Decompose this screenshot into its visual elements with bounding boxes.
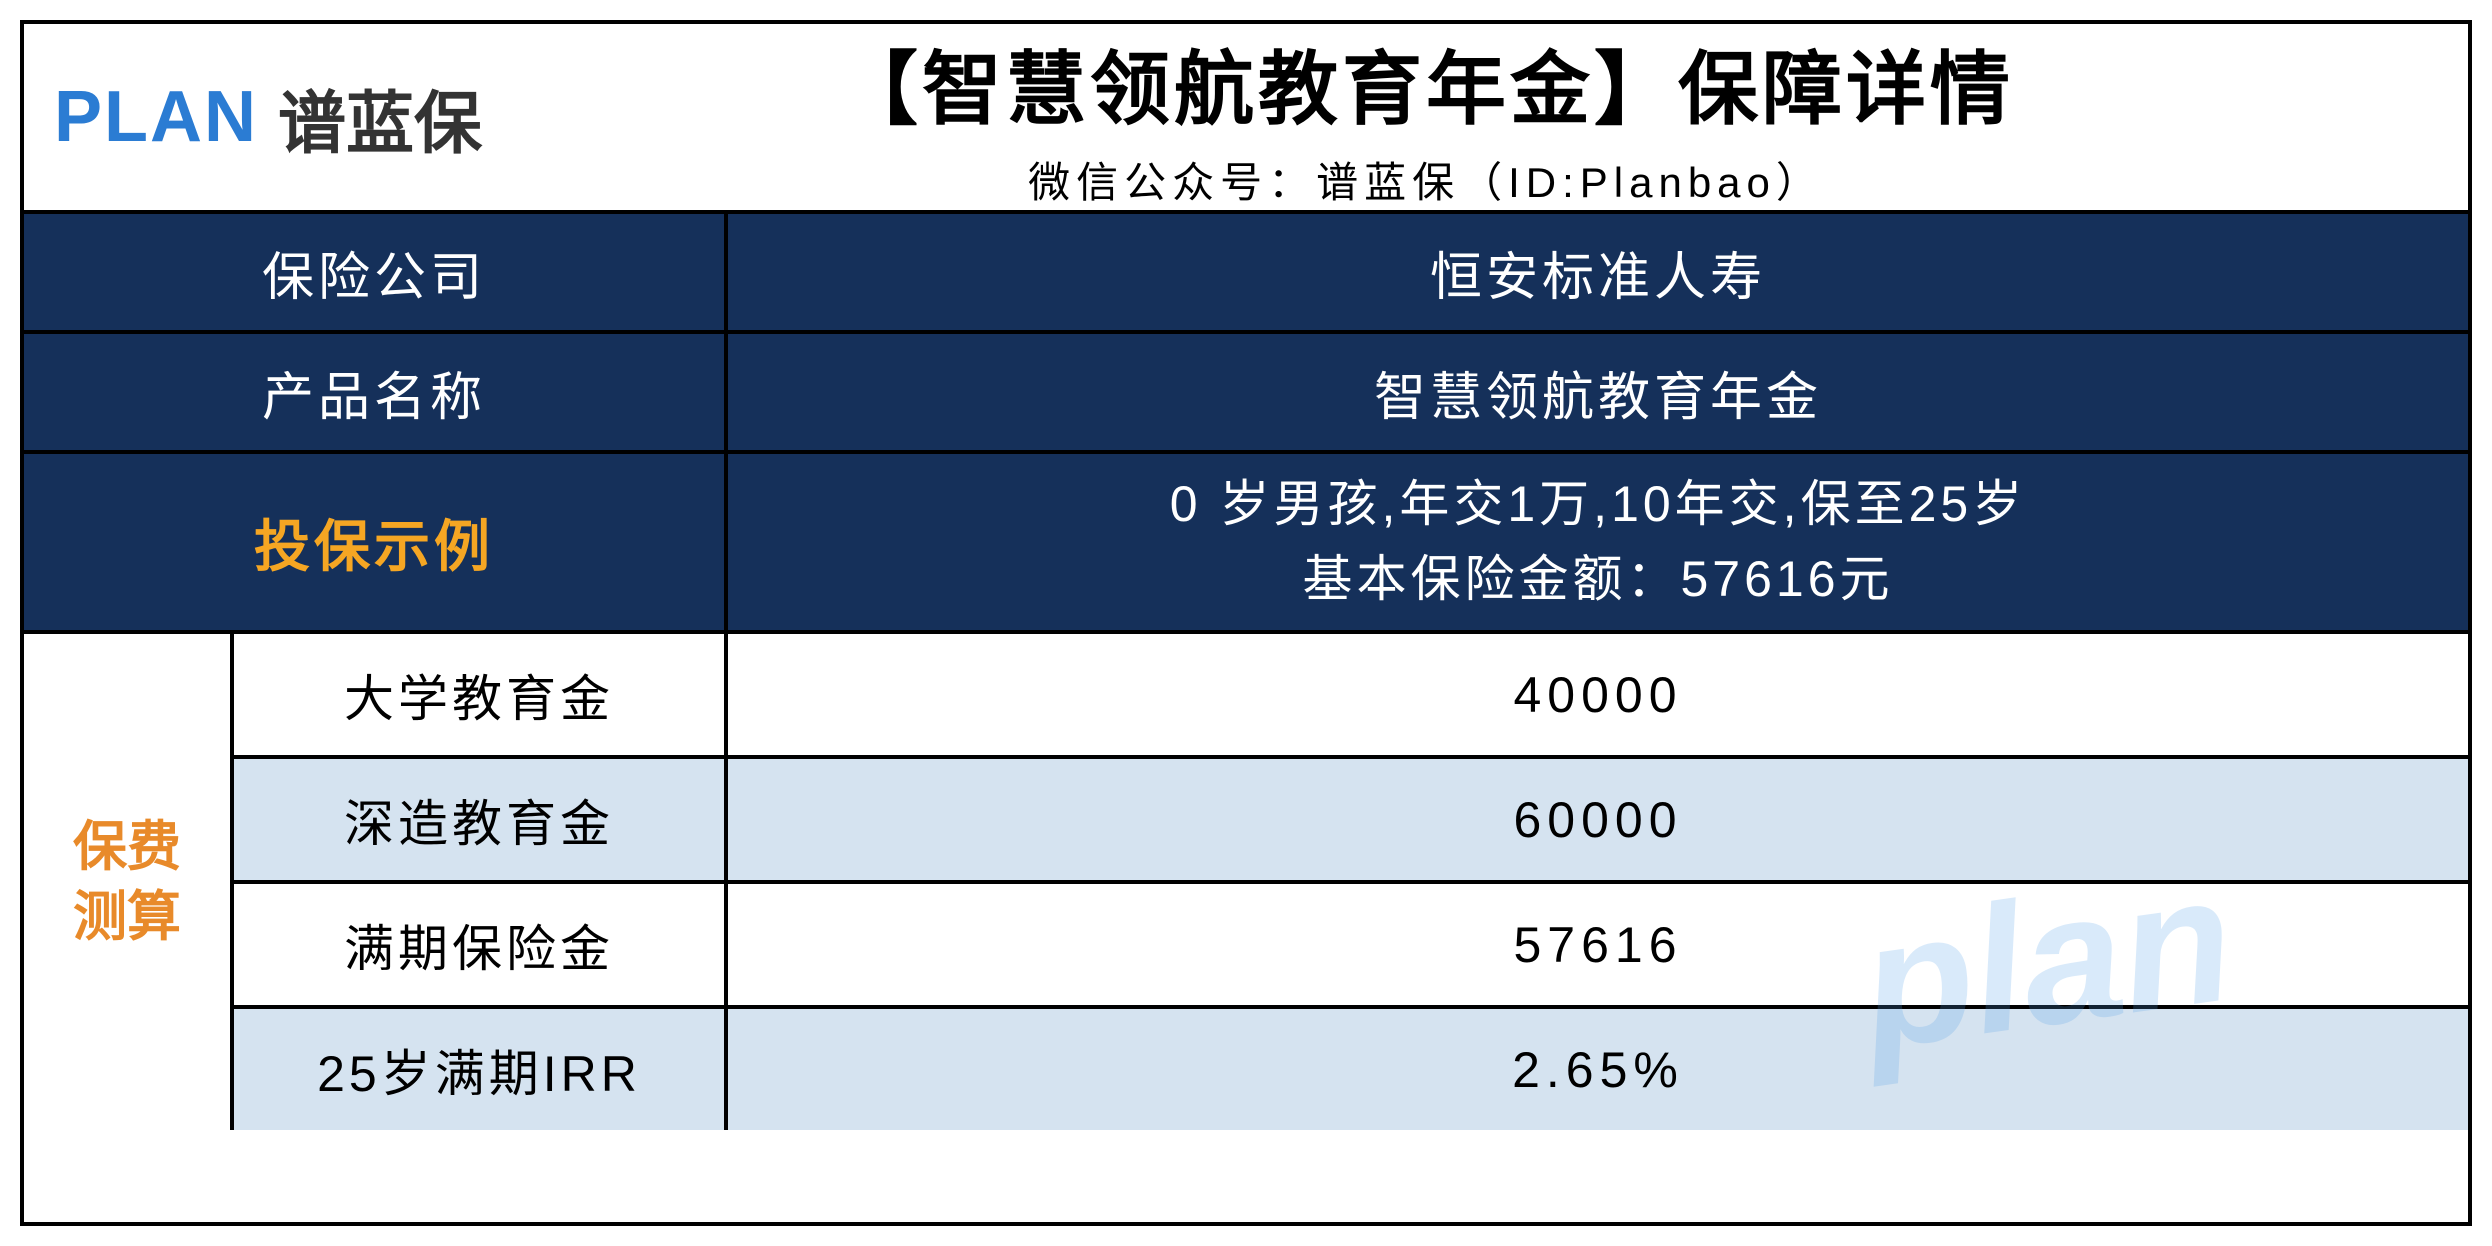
row-product: 产品名称 智慧领航教育年金 — [24, 334, 2468, 454]
calc-value-3: 2.65% — [728, 1009, 2468, 1130]
calc-side-label: 保费 测算 — [24, 634, 234, 1130]
calc-side-1: 保费 — [73, 812, 181, 882]
calc-rows: 大学教育金 40000 深造教育金 60000 满期保险金 57616 25岁满… — [234, 634, 2468, 1130]
calc-side-2: 测算 — [73, 882, 181, 952]
row-example: 投保示例 0 岁男孩,年交1万,10年交,保至25岁 基本保险金额：57616元 — [24, 454, 2468, 634]
calc-label-1: 深造教育金 — [234, 759, 728, 880]
product-label: 产品名称 — [24, 334, 728, 450]
logo-cn: 谱蓝保 — [278, 68, 482, 167]
main-title: 【智慧领航教育年金】保障详情 — [584, 25, 2268, 141]
calc-row-2: 满期保险金 57616 — [234, 884, 2468, 1009]
header-row: PLAN 谱蓝保 【智慧领航教育年金】保障详情 微信公众号：谱蓝保（ID:Pla… — [24, 24, 2468, 214]
sub-title: 微信公众号：谱蓝保（ID:Planbao） — [584, 149, 2268, 210]
example-line1: 0 岁男孩,年交1万,10年交,保至25岁 — [1170, 467, 2026, 542]
calc-row-3: 25岁满期IRR 2.65% — [234, 1009, 2468, 1130]
calc-row-1: 深造教育金 60000 — [234, 759, 2468, 884]
row-company: 保险公司 恒安标准人寿 — [24, 214, 2468, 334]
calc-block: 保费 测算 大学教育金 40000 深造教育金 60000 满期保险金 5761… — [24, 634, 2468, 1130]
product-value: 智慧领航教育年金 — [728, 334, 2468, 450]
calc-label-2: 满期保险金 — [234, 884, 728, 1005]
logo-block: PLAN 谱蓝保 — [24, 68, 584, 167]
calc-label-3: 25岁满期IRR — [234, 1009, 728, 1130]
company-value: 恒安标准人寿 — [728, 214, 2468, 330]
example-value: 0 岁男孩,年交1万,10年交,保至25岁 基本保险金额：57616元 — [728, 454, 2468, 630]
calc-row-0: 大学教育金 40000 — [234, 634, 2468, 759]
calc-label-0: 大学教育金 — [234, 634, 728, 755]
example-line2: 基本保险金额：57616元 — [1302, 542, 1893, 617]
title-block: 【智慧领航教育年金】保障详情 微信公众号：谱蓝保（ID:Planbao） — [584, 25, 2468, 210]
example-label: 投保示例 — [24, 454, 728, 630]
calc-value-0: 40000 — [728, 634, 2468, 755]
calc-value-2: 57616 — [728, 884, 2468, 1005]
logo-en: PLAN — [54, 76, 258, 158]
table-container: PLAN 谱蓝保 【智慧领航教育年金】保障详情 微信公众号：谱蓝保（ID:Pla… — [20, 20, 2472, 1226]
company-label: 保险公司 — [24, 214, 728, 330]
calc-value-1: 60000 — [728, 759, 2468, 880]
